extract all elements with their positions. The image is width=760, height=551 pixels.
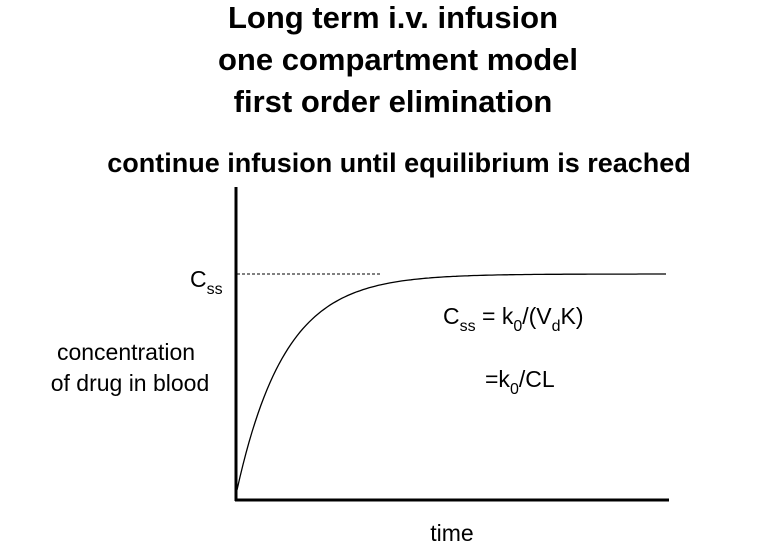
equation: =k0/CL xyxy=(485,366,555,398)
concentration-curve xyxy=(236,273,666,491)
eq-subscript: 0 xyxy=(510,381,519,398)
y-axis-label: of drug in blood xyxy=(51,370,210,396)
subtitle: continue infusion until equilibrium is r… xyxy=(107,148,691,178)
symbol: C xyxy=(190,266,207,292)
eq-part: /CL xyxy=(519,366,555,392)
eq-part: /(V xyxy=(522,303,552,329)
steady-state-label: Css xyxy=(190,266,223,298)
equation: Css = k0/(VdK) xyxy=(443,303,584,335)
eq-part: = k xyxy=(476,303,514,329)
eq-part: C xyxy=(443,303,460,329)
x-axis-label: time xyxy=(430,520,473,546)
eq-subscript: d xyxy=(552,318,561,335)
title-line: Long term i.v. infusion xyxy=(228,0,558,35)
y-axis-label: concentration xyxy=(57,339,195,365)
subscript: ss xyxy=(207,281,223,298)
title-line: first order elimination xyxy=(234,84,553,119)
eq-subscript: ss xyxy=(460,318,476,335)
title-line: one compartment model xyxy=(218,42,578,77)
eq-part: =k xyxy=(485,366,510,392)
eq-subscript: 0 xyxy=(513,318,522,335)
eq-part: K) xyxy=(561,303,584,329)
